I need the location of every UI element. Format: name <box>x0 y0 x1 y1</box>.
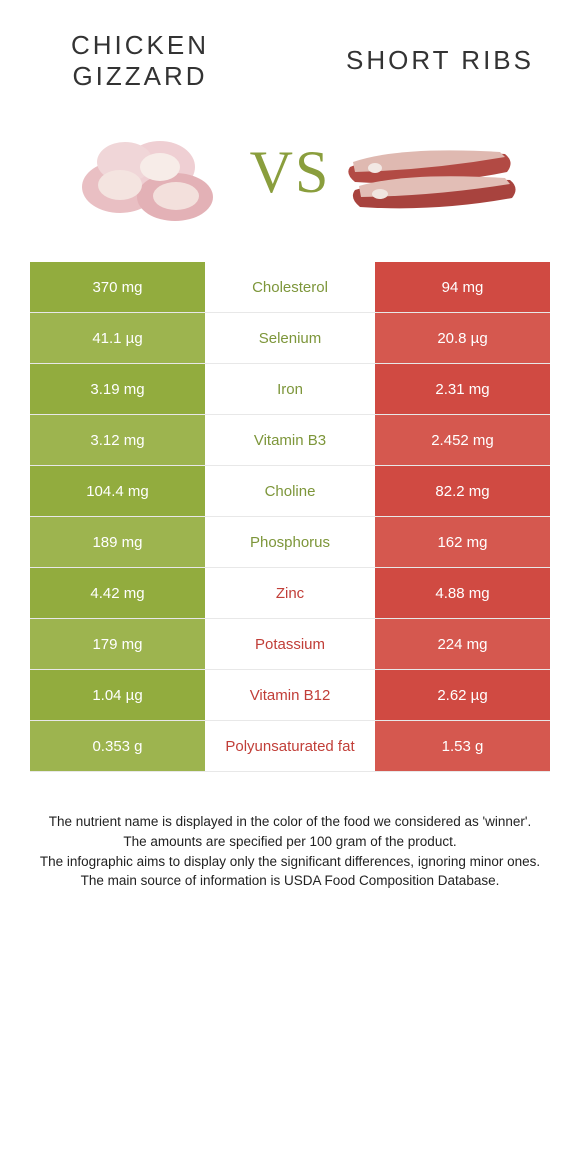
right-value: 82.2 mg <box>375 466 550 516</box>
left-value: 189 mg <box>30 517 205 567</box>
left-value: 3.12 mg <box>30 415 205 465</box>
table-row: 3.12 mgVitamin B32.452 mg <box>30 415 550 466</box>
nutrient-label: Iron <box>205 364 375 414</box>
table-row: 3.19 mgIron2.31 mg <box>30 364 550 415</box>
nutrient-label: Zinc <box>205 568 375 618</box>
nutrient-label: Choline <box>205 466 375 516</box>
left-value: 4.42 mg <box>30 568 205 618</box>
right-value: 4.88 mg <box>375 568 550 618</box>
table-row: 370 mgCholesterol94 mg <box>30 262 550 313</box>
left-value: 104.4 mg <box>30 466 205 516</box>
left-value: 3.19 mg <box>30 364 205 414</box>
nutrient-label: Vitamin B3 <box>205 415 375 465</box>
right-food-image <box>330 102 530 242</box>
left-value: 0.353 g <box>30 721 205 771</box>
right-value: 20.8 µg <box>375 313 550 363</box>
table-row: 1.04 µgVitamin B122.62 µg <box>30 670 550 721</box>
nutrient-label: Selenium <box>205 313 375 363</box>
header: CHICKEN GIZZARD SHORT RIBS <box>0 0 580 102</box>
table-row: 4.42 mgZinc4.88 mg <box>30 568 550 619</box>
vs-label: VS <box>250 138 331 207</box>
left-food-title: CHICKEN GIZZARD <box>40 30 240 92</box>
table-row: 179 mgPotassium224 mg <box>30 619 550 670</box>
nutrient-label: Polyunsaturated fat <box>205 721 375 771</box>
right-value: 162 mg <box>375 517 550 567</box>
footer-line: The nutrient name is displayed in the co… <box>30 812 550 832</box>
table-row: 104.4 mgCholine82.2 mg <box>30 466 550 517</box>
right-value: 2.62 µg <box>375 670 550 720</box>
nutrient-label: Potassium <box>205 619 375 669</box>
table-row: 189 mgPhosphorus162 mg <box>30 517 550 568</box>
right-value: 224 mg <box>375 619 550 669</box>
right-value: 2.31 mg <box>375 364 550 414</box>
left-value: 1.04 µg <box>30 670 205 720</box>
vs-row: VS <box>0 102 580 242</box>
left-food-image <box>50 102 250 242</box>
nutrient-label: Phosphorus <box>205 517 375 567</box>
left-value: 179 mg <box>30 619 205 669</box>
left-value: 41.1 µg <box>30 313 205 363</box>
right-value: 2.452 mg <box>375 415 550 465</box>
left-value: 370 mg <box>30 262 205 312</box>
footer-line: The main source of information is USDA F… <box>30 871 550 891</box>
nutrient-label: Cholesterol <box>205 262 375 312</box>
footer-line: The infographic aims to display only the… <box>30 852 550 872</box>
nutrient-table: 370 mgCholesterol94 mg41.1 µgSelenium20.… <box>30 262 550 772</box>
footer-notes: The nutrient name is displayed in the co… <box>0 812 580 920</box>
right-food-title: SHORT RIBS <box>340 30 540 92</box>
table-row: 0.353 gPolyunsaturated fat1.53 g <box>30 721 550 772</box>
table-row: 41.1 µgSelenium20.8 µg <box>30 313 550 364</box>
nutrient-label: Vitamin B12 <box>205 670 375 720</box>
right-value: 1.53 g <box>375 721 550 771</box>
footer-line: The amounts are specified per 100 gram o… <box>30 832 550 852</box>
right-value: 94 mg <box>375 262 550 312</box>
